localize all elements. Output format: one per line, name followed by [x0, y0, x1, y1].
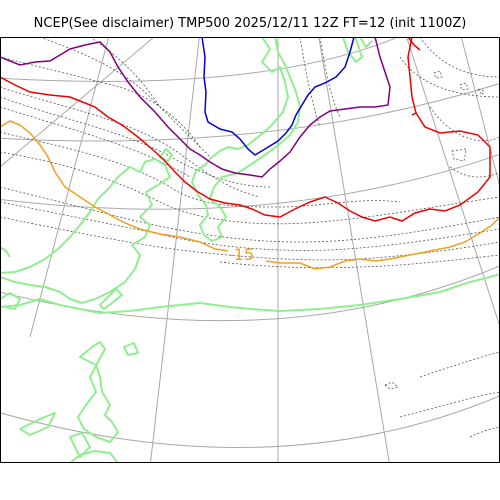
longitude-line [460, 37, 500, 188]
isotherm-orange [0, 120, 500, 270]
latitude-line [0, 82, 500, 142]
coastline-west [0, 246, 11, 258]
coastline-island [77, 341, 119, 443]
coastline-island [123, 342, 139, 356]
coastline-island [159, 148, 173, 162]
latitude-line [0, 153, 500, 210]
longitude-line [318, 37, 390, 463]
coastline-island [19, 412, 56, 436]
isotherm-purple [0, 37, 391, 178]
longitude-line [29, 37, 110, 338]
map-title: NCEP(See disclaimer) TMP500 2025/12/11 1… [33, 16, 467, 31]
coastlines [0, 37, 500, 463]
coastline-hudson [0, 292, 21, 310]
latitude-line [0, 265, 500, 322]
latitude-line [0, 37, 400, 82]
contour-label-orange: -15 [228, 245, 254, 264]
dotted-isotherms [0, 37, 500, 438]
isotherm-red [0, 37, 491, 222]
longitude-line [0, 37, 155, 168]
coastline-mainland [69, 450, 119, 463]
coastline-greenland [191, 37, 301, 242]
coastline-island [69, 432, 91, 458]
coastline-island [359, 37, 373, 48]
coastline-canada [0, 158, 171, 304]
latitude-line [0, 395, 500, 448]
isotherm-blue [201, 37, 355, 156]
coastline-island [342, 37, 363, 63]
weather-map: -15 [0, 37, 500, 463]
coastline-island [99, 288, 123, 310]
small-features [433, 70, 485, 162]
coastline-europe [0, 273, 500, 314]
longitude-line [149, 37, 200, 463]
